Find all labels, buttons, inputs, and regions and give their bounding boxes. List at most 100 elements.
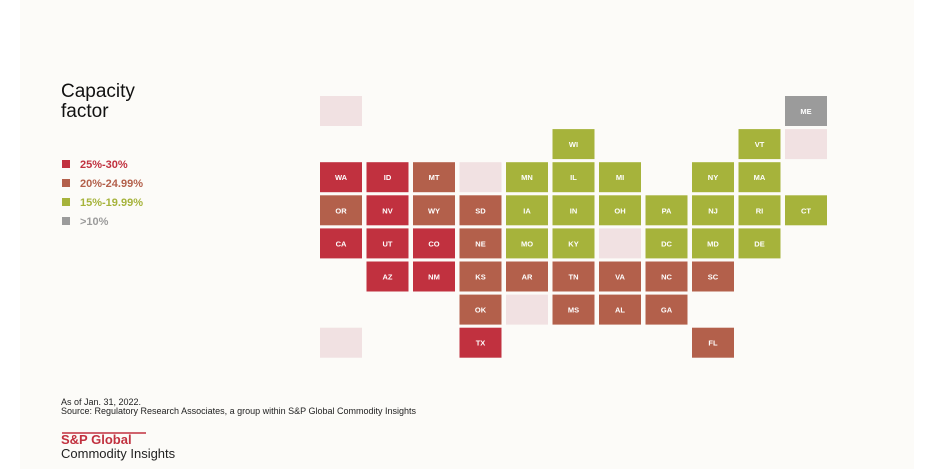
state-tile [413,261,455,292]
state-label: RI [756,206,764,215]
state-tile [552,294,595,325]
state-tile [692,195,734,226]
state-label: MO [521,239,533,248]
state-label: WY [428,206,440,215]
state-label: VA [615,272,625,281]
state-label: KS [475,272,485,281]
state-tile [366,195,409,226]
empty-tile [506,294,548,325]
state-tile [599,195,641,226]
state-tile [599,162,641,193]
state-label: NC [661,272,672,281]
state-tile [459,327,502,358]
legend-label: 20%-24.99% [80,178,143,190]
state-label: SD [475,206,486,215]
state-tile [785,195,827,226]
state-label: AZ [383,272,393,281]
state-tile [599,294,641,325]
state-tile [552,129,595,160]
state-tile [692,162,734,193]
state-tile [506,195,548,226]
state-label: OK [475,306,487,315]
note: Source: Regulatory Research Associates, … [61,406,417,416]
state-label: UT [383,239,393,248]
state-label: GA [661,306,673,315]
state-tile [320,162,362,193]
state-tile [366,261,409,292]
state-label: KY [568,239,578,248]
state-label: WI [569,140,578,149]
legend-label: >10% [80,216,109,228]
state-label: ID [384,173,392,182]
title: Capacity [61,81,135,102]
state-tile [785,96,827,126]
empty-tile [320,327,362,358]
state-tile [413,195,455,226]
state-label: VT [755,140,765,149]
state-tile [738,228,781,259]
state-tile [459,228,502,259]
state-label: MT [429,173,440,182]
state-label: NV [382,206,392,215]
state-label: TX [476,339,486,348]
empty-tile [320,96,362,126]
empty-tile [459,162,502,193]
state-label: CT [801,206,811,215]
state-tile [459,261,502,292]
state-label: MD [707,239,719,248]
state-tile [506,162,548,193]
note: As of Jan. 31, 2022. [61,397,141,407]
brand-name: S&P Global [61,432,132,447]
state-label: OR [335,206,347,215]
state-tile [552,162,595,193]
state-tile [506,261,548,292]
state-label: CO [428,239,439,248]
legend-swatch [62,217,70,225]
state-tile [692,228,734,259]
legend-swatch [62,160,70,168]
state-tile [738,129,781,160]
state-label: ME [800,107,811,116]
state-label: MA [754,173,766,182]
state-label: MN [521,173,533,182]
state-tile [459,195,502,226]
state-tile [692,327,734,358]
state-tile [413,228,455,259]
legend-label: 25%-30% [80,159,128,171]
state-tile [413,162,455,193]
state-label: AL [615,306,625,315]
state-tile [459,294,502,325]
state-tile [552,261,595,292]
state-tile [552,228,595,259]
state-label: WA [335,173,348,182]
state-tile [645,195,688,226]
state-label: TN [569,272,579,281]
state-label: IN [570,206,578,215]
empty-tile [599,228,641,259]
state-label: NJ [708,206,718,215]
state-tile [645,294,688,325]
state-label: OH [614,206,625,215]
state-label: MS [568,306,579,315]
legend-swatch [62,198,70,206]
state-label: DC [661,239,672,248]
state-label: IL [570,173,577,182]
state-tile [366,228,409,259]
state-label: DE [754,239,764,248]
state-label: NM [428,272,440,281]
state-label: MI [616,173,624,182]
state-label: PA [662,206,672,215]
state-label: CA [336,239,347,248]
state-tile [692,261,734,292]
state-label: AR [522,272,533,281]
state-tile [738,162,781,193]
legend-label: 15%-19.99% [80,197,143,209]
state-tile [552,195,595,226]
state-label: NY [708,173,718,182]
state-tile [645,261,688,292]
legend-swatch [62,179,70,187]
empty-tile [785,129,827,160]
state-tile [599,261,641,292]
state-tile [738,195,781,226]
state-tile [320,228,362,259]
